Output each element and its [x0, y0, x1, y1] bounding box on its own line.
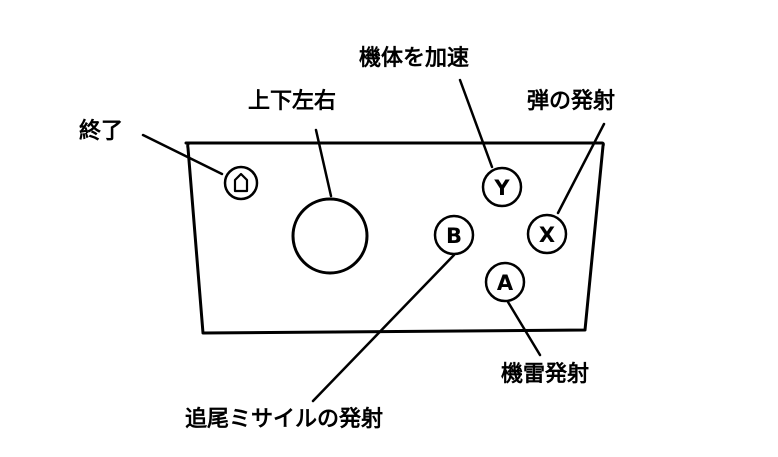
accelerate-leader-line — [458, 78, 494, 169]
a-button: A — [484, 261, 526, 303]
x-button: X — [526, 213, 568, 255]
home-button — [223, 165, 259, 201]
exit-leader-line — [141, 133, 224, 176]
homing-missile-label: 追尾ミサイルの発射 — [185, 406, 383, 432]
b-button-label: B — [446, 224, 462, 248]
y-button-label: Y — [493, 176, 510, 200]
homing-missile-leader-line — [311, 253, 456, 403]
home-icon — [233, 172, 249, 193]
fire-bullet-leader-line — [556, 122, 606, 215]
x-button-label: X — [539, 223, 555, 247]
exit-label: 終了 — [79, 118, 123, 144]
directional-leader-line — [314, 128, 333, 198]
mine-label: 機雷発射 — [501, 361, 589, 387]
y-button: Y — [481, 166, 523, 208]
mine-leader-line — [506, 300, 542, 357]
b-button: B — [433, 214, 475, 256]
a-button-label: A — [497, 271, 514, 295]
fire-bullet-label: 弾の発射 — [527, 88, 615, 114]
accelerate-label: 機体を加速 — [359, 45, 469, 71]
directional-label: 上下左右 — [248, 88, 336, 114]
directional-stick — [291, 197, 369, 275]
controller-body — [184, 141, 605, 335]
